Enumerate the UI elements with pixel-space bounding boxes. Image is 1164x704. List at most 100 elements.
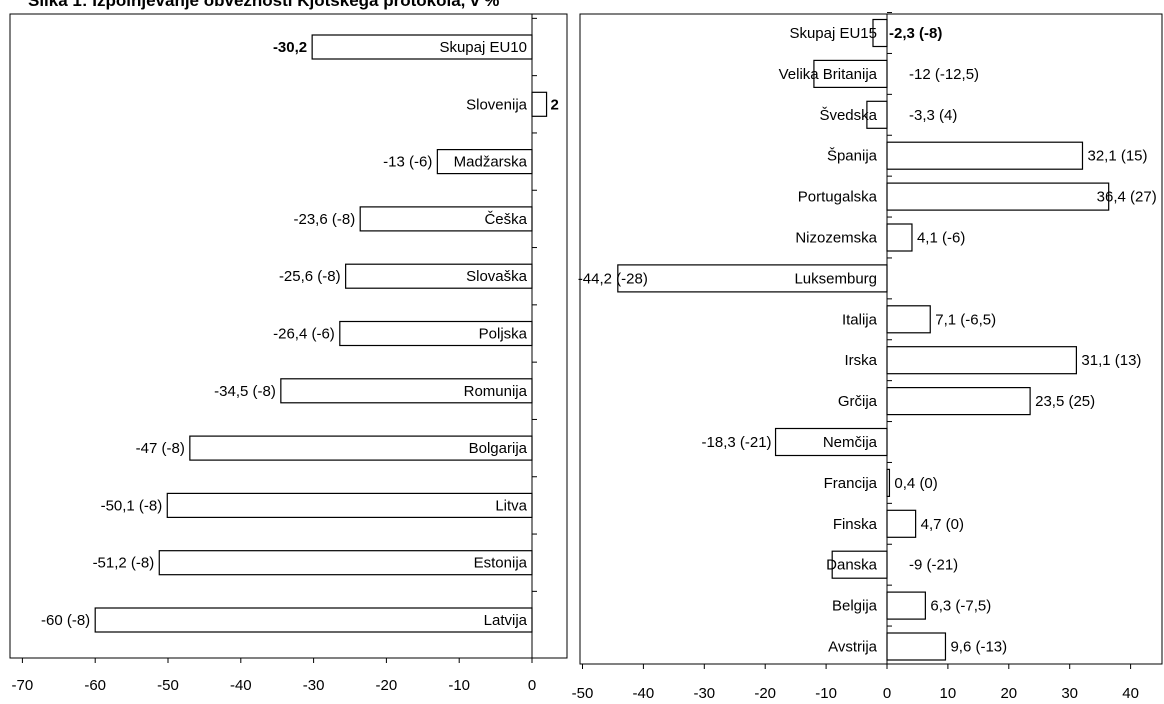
x-tick-label: -20	[376, 677, 398, 694]
category-label: Belgija	[832, 598, 878, 615]
category-label: Danska	[826, 557, 878, 574]
bar	[774, 427, 888, 457]
bar	[94, 607, 533, 633]
x-tick-label: -30	[693, 685, 715, 702]
category-label: Irska	[844, 352, 877, 369]
data-label: 23,5 (25)	[1035, 393, 1095, 410]
bar	[158, 550, 533, 576]
bar	[831, 550, 888, 579]
category-label: Romunija	[464, 383, 528, 400]
bar	[531, 91, 548, 117]
x-tick-label: 10	[940, 685, 957, 702]
bar	[886, 141, 1084, 170]
data-label: -60 (-8)	[41, 612, 90, 629]
plot-frame	[579, 13, 1163, 665]
x-tick-label: 0	[528, 677, 536, 694]
bar	[339, 320, 533, 347]
data-label: -23,6 (-8)	[294, 211, 356, 228]
bar	[345, 263, 533, 289]
category-label: Italija	[842, 311, 878, 328]
bar	[886, 632, 947, 661]
category-label: Luksemburg	[794, 270, 877, 287]
data-label: 2	[551, 96, 559, 113]
x-tick-label: -10	[815, 685, 837, 702]
category-label: Portugalska	[798, 189, 878, 206]
x-tick-label: -40	[230, 677, 252, 694]
category-label: Litva	[495, 497, 527, 514]
category-label: Madžarska	[454, 154, 528, 171]
data-label: -50,1 (-8)	[101, 497, 163, 514]
data-label: 32,1 (15)	[1087, 148, 1147, 165]
bar	[886, 346, 1077, 375]
bar	[886, 591, 926, 620]
data-label: 4,1 (-6)	[917, 230, 965, 247]
bar	[166, 492, 533, 518]
x-tick-label: 30	[1061, 685, 1078, 702]
category-label: Latvija	[484, 612, 528, 629]
data-label: -44,2 (-28)	[578, 270, 648, 287]
bar	[813, 59, 888, 89]
bar	[886, 223, 913, 252]
category-label: Španija	[827, 148, 878, 165]
data-label: -25,6 (-8)	[279, 268, 341, 285]
chart-panel-2: -50 -40 -30 -20 -10 0 10 20 30 40 Skupaj EU15 -2,3 …	[572, 12, 1163, 702]
bar	[866, 100, 888, 129]
bar	[872, 18, 888, 48]
bar	[617, 264, 888, 293]
x-tick-label: 0	[883, 685, 891, 702]
category-label: Nemčija	[823, 434, 878, 451]
chart-panel-1: -70 -60 -50 -40 -30 -20 -10 0 Skupaj EU10 -30,2 Sl…	[9, 13, 568, 694]
category-label: Češka	[484, 211, 527, 228]
bar	[311, 34, 533, 60]
category-label: Švedska	[819, 107, 877, 124]
x-tick-label: -20	[754, 685, 776, 702]
x-tick-label: -40	[633, 685, 655, 702]
data-label: 9,6 (-13)	[950, 639, 1007, 656]
x-tick-label: -10	[448, 677, 470, 694]
x-tick-label: -30	[303, 677, 325, 694]
data-label: -12 (-12,5)	[909, 66, 979, 83]
category-label: Skupaj EU10	[439, 39, 527, 56]
bar	[280, 378, 533, 404]
data-label: -2,3 (-8)	[889, 25, 942, 42]
data-label: -13 (-6)	[383, 154, 432, 171]
category-label: Estonija	[474, 555, 528, 572]
category-label: Slovenija	[466, 96, 528, 113]
data-label: 6,3 (-7,5)	[930, 598, 991, 615]
bar	[886, 468, 891, 497]
data-label: 0,4 (0)	[894, 475, 937, 492]
category-label: Poljska	[479, 326, 528, 343]
data-label: -26,4 (-6)	[273, 326, 335, 343]
x-tick-label: -70	[12, 677, 34, 694]
category-label: Nizozemska	[795, 230, 877, 247]
x-tick-label: -50	[157, 677, 179, 694]
category-label: Francija	[824, 475, 878, 492]
data-label: -47 (-8)	[136, 440, 185, 457]
bar	[886, 305, 931, 334]
category-label: Skupaj EU15	[789, 25, 877, 42]
x-tick-label: 40	[1122, 685, 1139, 702]
bar	[886, 509, 917, 538]
chart-title: Slika 1: Izpolnjevanje obveznosti Kjotsk…	[28, 0, 500, 10]
data-label: -3,3 (4)	[909, 107, 957, 124]
data-label: 4,7 (0)	[921, 516, 964, 533]
category-label: Grčija	[838, 393, 878, 410]
data-label: -30,2	[273, 39, 307, 56]
category-label: Velika Britanija	[779, 66, 878, 83]
bar	[189, 435, 533, 461]
category-label: Bolgarija	[469, 440, 528, 457]
data-label: 31,1 (13)	[1081, 352, 1141, 369]
category-label: Finska	[833, 516, 878, 533]
bar	[886, 387, 1031, 416]
data-label: -18,3 (-21)	[702, 434, 772, 451]
x-tick-label: -60	[84, 677, 106, 694]
data-label: -9 (-21)	[909, 557, 958, 574]
data-label: -34,5 (-8)	[214, 383, 276, 400]
x-tick-label: -50	[572, 685, 594, 702]
x-tick-label: 20	[1000, 685, 1017, 702]
category-label: Avstrija	[828, 639, 878, 656]
bar	[886, 182, 1110, 211]
bar	[359, 206, 533, 232]
data-label: -51,2 (-8)	[93, 555, 155, 572]
data-label: 36,4 (27)	[1097, 189, 1157, 206]
